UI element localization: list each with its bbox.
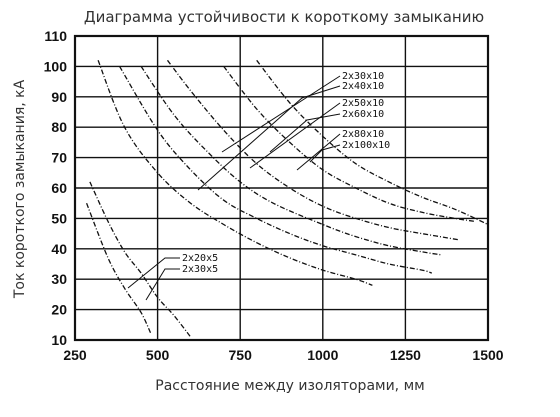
y-tick-label-80: 80 xyxy=(51,119,67,135)
y-tick-label-10: 10 xyxy=(51,332,67,348)
series-label-2x50x10: 2x50x10 xyxy=(342,98,384,109)
series-label-2x80x10: 2x80x10 xyxy=(342,129,384,140)
series-curve-2x30x5 xyxy=(89,181,192,338)
y-axis-title: Ток короткого замыкания, кА xyxy=(12,79,28,299)
leader-line-2x40x10 xyxy=(197,85,341,191)
y-tick-label-70: 70 xyxy=(51,150,67,166)
y-tick-label-40: 40 xyxy=(51,241,67,257)
x-tick-label-1500: 1500 xyxy=(472,347,503,363)
x-tick-label-500: 500 xyxy=(146,347,170,363)
series-curve-2x80x10 xyxy=(223,66,475,223)
y-tick-label-110: 110 xyxy=(44,28,67,44)
leader-line-2x80x10 xyxy=(296,133,341,171)
x-axis-title: Расстояние между изоляторами, мм xyxy=(155,378,424,394)
leader-line-2x20x5 xyxy=(127,257,180,289)
series-curve-2x60x10 xyxy=(166,59,459,241)
leader-line-2x30x10 xyxy=(221,75,341,153)
series-curve-2x50x10 xyxy=(140,66,442,256)
tick-labels: 10 20 30 40 50 60 70 80 90 100 110 250 500 750 1000 125… xyxy=(44,28,504,363)
series-label-2x60x10: 2x60x10 xyxy=(342,109,384,120)
x-tick-label-750: 750 xyxy=(229,347,253,363)
y-tick-label-20: 20 xyxy=(51,302,67,318)
series-curve-2x20x5 xyxy=(85,202,152,335)
y-tick-label-60: 60 xyxy=(51,180,67,196)
leader-line-2x60x10 xyxy=(269,113,341,153)
y-tick-label-100: 100 xyxy=(44,58,68,74)
y-tick-label-90: 90 xyxy=(51,89,67,105)
x-tick-label-250: 250 xyxy=(63,347,87,363)
series-label-2x30x5: 2x30x5 xyxy=(182,264,218,275)
series-label-2x30x10: 2x30x10 xyxy=(342,71,384,82)
series-label-2x100x10: 2x100x10 xyxy=(342,140,390,151)
y-tick-label-30: 30 xyxy=(51,271,67,287)
grid xyxy=(75,36,488,340)
series-label-2x20x5: 2x20x5 xyxy=(182,253,218,264)
leader-line-2x100x10 xyxy=(309,144,341,163)
y-tick-label-50: 50 xyxy=(51,210,67,226)
chart-title: Диаграмма устойчивости к короткому замык… xyxy=(84,8,484,26)
x-tick-label-1000: 1000 xyxy=(307,347,338,363)
x-tick-label-1250: 1250 xyxy=(390,347,421,363)
series-curve-2x30x10 xyxy=(97,60,373,286)
plot-frame xyxy=(73,34,490,342)
leader-line-2x50x10 xyxy=(249,102,341,169)
series-label-2x40x10: 2x40x10 xyxy=(342,81,384,92)
leader-line-2x30x5 xyxy=(145,268,180,301)
series-curves xyxy=(85,59,489,338)
